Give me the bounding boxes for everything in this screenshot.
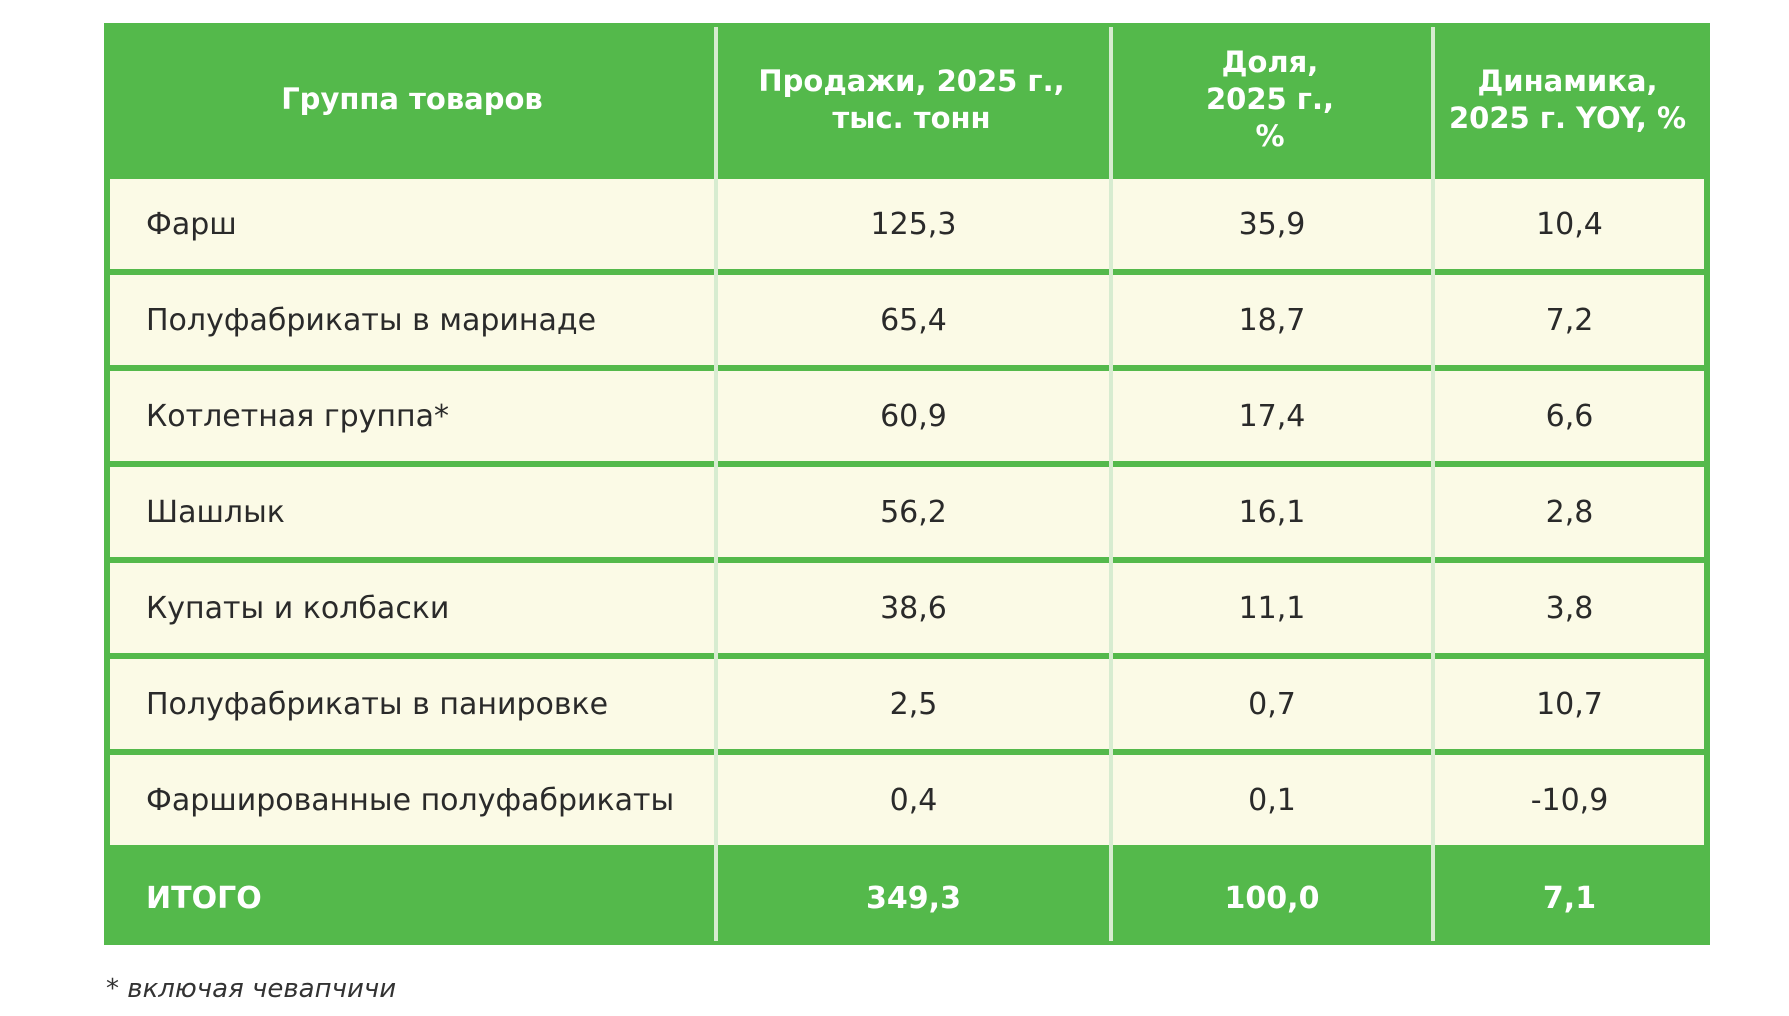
table-cell: 3,8 bbox=[1435, 563, 1704, 653]
sales-table: Группа товаров Продажи, 2025 г., тыс. тонн… bbox=[104, 23, 1710, 945]
table-cell: 65,4 bbox=[718, 275, 1109, 365]
table-cell: 56,2 bbox=[718, 467, 1109, 557]
table-cell: 125,3 bbox=[718, 179, 1109, 269]
table-cell: 10,4 bbox=[1435, 179, 1704, 269]
table-cell: 18,7 bbox=[1113, 275, 1431, 365]
table-cell: 10,7 bbox=[1435, 659, 1704, 749]
row-label: Купаты и колбаски bbox=[110, 563, 714, 653]
total-label: ИТОГО bbox=[146, 880, 262, 916]
row-label: Полуфабрикаты в маринаде bbox=[110, 275, 714, 365]
column-header: Динамика, 2025 г. YOY, % bbox=[1448, 63, 1687, 135]
table-cell: 35,9 bbox=[1113, 179, 1431, 269]
column-header: Продажи, 2025 г., тыс. тонн bbox=[758, 63, 1065, 135]
footnote: * включая чевапчичи bbox=[106, 974, 397, 1004]
total-cell: 349,3 bbox=[866, 880, 961, 916]
table-cell: 60,9 bbox=[718, 371, 1109, 461]
table-cell: 2,8 bbox=[1435, 467, 1704, 557]
table-cell: 2,5 bbox=[718, 659, 1109, 749]
column-header: Доля, 2025 г.,% bbox=[1206, 45, 1334, 153]
row-label: Шашлык bbox=[110, 467, 714, 557]
table-cell: 17,4 bbox=[1113, 371, 1431, 461]
table-cell: 0,7 bbox=[1113, 659, 1431, 749]
column-divider bbox=[1431, 27, 1435, 941]
table-cell: -10,9 bbox=[1435, 755, 1704, 845]
table-cell: 11,1 bbox=[1113, 563, 1431, 653]
table-cell: 38,6 bbox=[718, 563, 1109, 653]
table-cell: 7,2 bbox=[1435, 275, 1704, 365]
row-label: Котлетная группа* bbox=[110, 371, 714, 461]
row-label: Фаршированные полуфабрикаты bbox=[110, 755, 714, 845]
table-cell: 0,4 bbox=[718, 755, 1109, 845]
row-label: Полуфабрикаты в панировке bbox=[110, 659, 714, 749]
total-cell: 100,0 bbox=[1224, 880, 1320, 916]
total-cell: 7,1 bbox=[1542, 880, 1597, 916]
column-divider bbox=[714, 27, 718, 941]
column-divider bbox=[1109, 27, 1113, 941]
table-cell: 0,1 bbox=[1113, 755, 1431, 845]
column-header: Группа товаров bbox=[281, 82, 543, 116]
table-cell: 16,1 bbox=[1113, 467, 1431, 557]
table-cell: 6,6 bbox=[1435, 371, 1704, 461]
row-label: Фарш bbox=[110, 179, 714, 269]
